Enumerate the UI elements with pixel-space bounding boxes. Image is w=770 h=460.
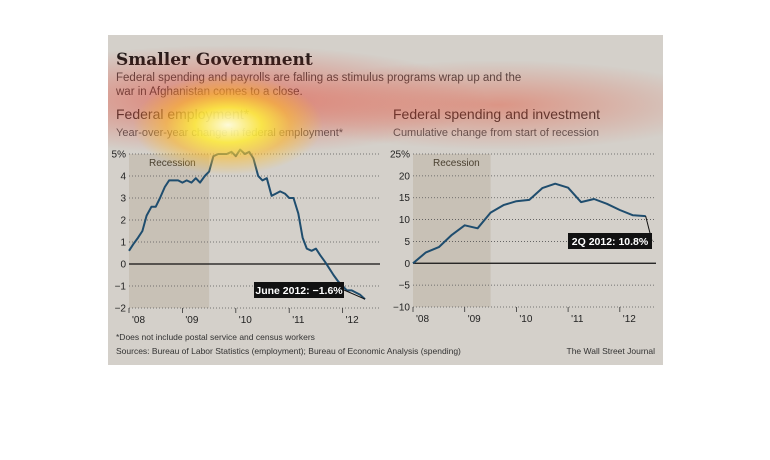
footnote: *Does not include postal service and cen… bbox=[116, 332, 315, 342]
employment-y-tick-label: 0 bbox=[120, 260, 126, 271]
sources-line: Sources: Bureau of Labor Statistics (emp… bbox=[116, 346, 461, 356]
spending-y-tick-label: −5 bbox=[399, 281, 411, 292]
spending-x-tick-label: '08 bbox=[416, 314, 429, 325]
credit-line: The Wall Street Journal bbox=[566, 346, 656, 356]
employment-x-tick-label: '10 bbox=[239, 315, 252, 326]
spending-x-tick-label: '11 bbox=[571, 314, 584, 325]
employment-callout-leader bbox=[343, 289, 366, 300]
spending-x-tick-label: '10 bbox=[519, 314, 532, 325]
employment-callout-label: June 2012: −1.6% bbox=[255, 285, 343, 297]
spending-chart: Recession 25% 20 15 10 5 0 −5 −10 '08 '09 '10 '11 '12… bbox=[390, 150, 656, 325]
employment-y-tick-label: 1 bbox=[120, 238, 126, 249]
spending-series-line bbox=[412, 182, 646, 265]
spending-x-tick-label: '12 bbox=[623, 314, 636, 325]
spending-x-tick-label: '09 bbox=[468, 314, 481, 325]
employment-y-tick-label: 3 bbox=[120, 194, 126, 205]
spending-y-tick-label: 25% bbox=[390, 150, 410, 161]
spending-recession-band bbox=[413, 154, 491, 307]
spending-y-tick-label: 15 bbox=[399, 193, 411, 204]
spending-y-tick-label: 0 bbox=[404, 259, 410, 270]
employment-x-tick-label: '12 bbox=[346, 315, 359, 326]
spending-callout-label: 2Q 2012: 10.8% bbox=[572, 236, 649, 248]
employment-x-tick-label: '09 bbox=[185, 315, 198, 326]
employment-callout-box bbox=[254, 282, 344, 298]
spending-callout-box bbox=[568, 233, 652, 249]
spending-y-tick-label: 5 bbox=[404, 237, 410, 248]
spending-y-tick-label: −10 bbox=[393, 303, 410, 314]
spending-recession-label: Recession bbox=[433, 158, 480, 169]
spending-y-tick-label: 20 bbox=[399, 171, 411, 182]
employment-y-tick-label: −2 bbox=[115, 304, 127, 315]
employment-y-tick-label: 2 bbox=[120, 216, 126, 227]
spending-y-tick-label: 10 bbox=[399, 215, 411, 226]
employment-y-tick-label: −1 bbox=[115, 282, 127, 293]
employment-x-tick-label: '11 bbox=[292, 315, 305, 326]
employment-x-tick-label: '08 bbox=[132, 315, 145, 326]
chart-figure: Smaller Government Federal spending and … bbox=[108, 35, 663, 365]
